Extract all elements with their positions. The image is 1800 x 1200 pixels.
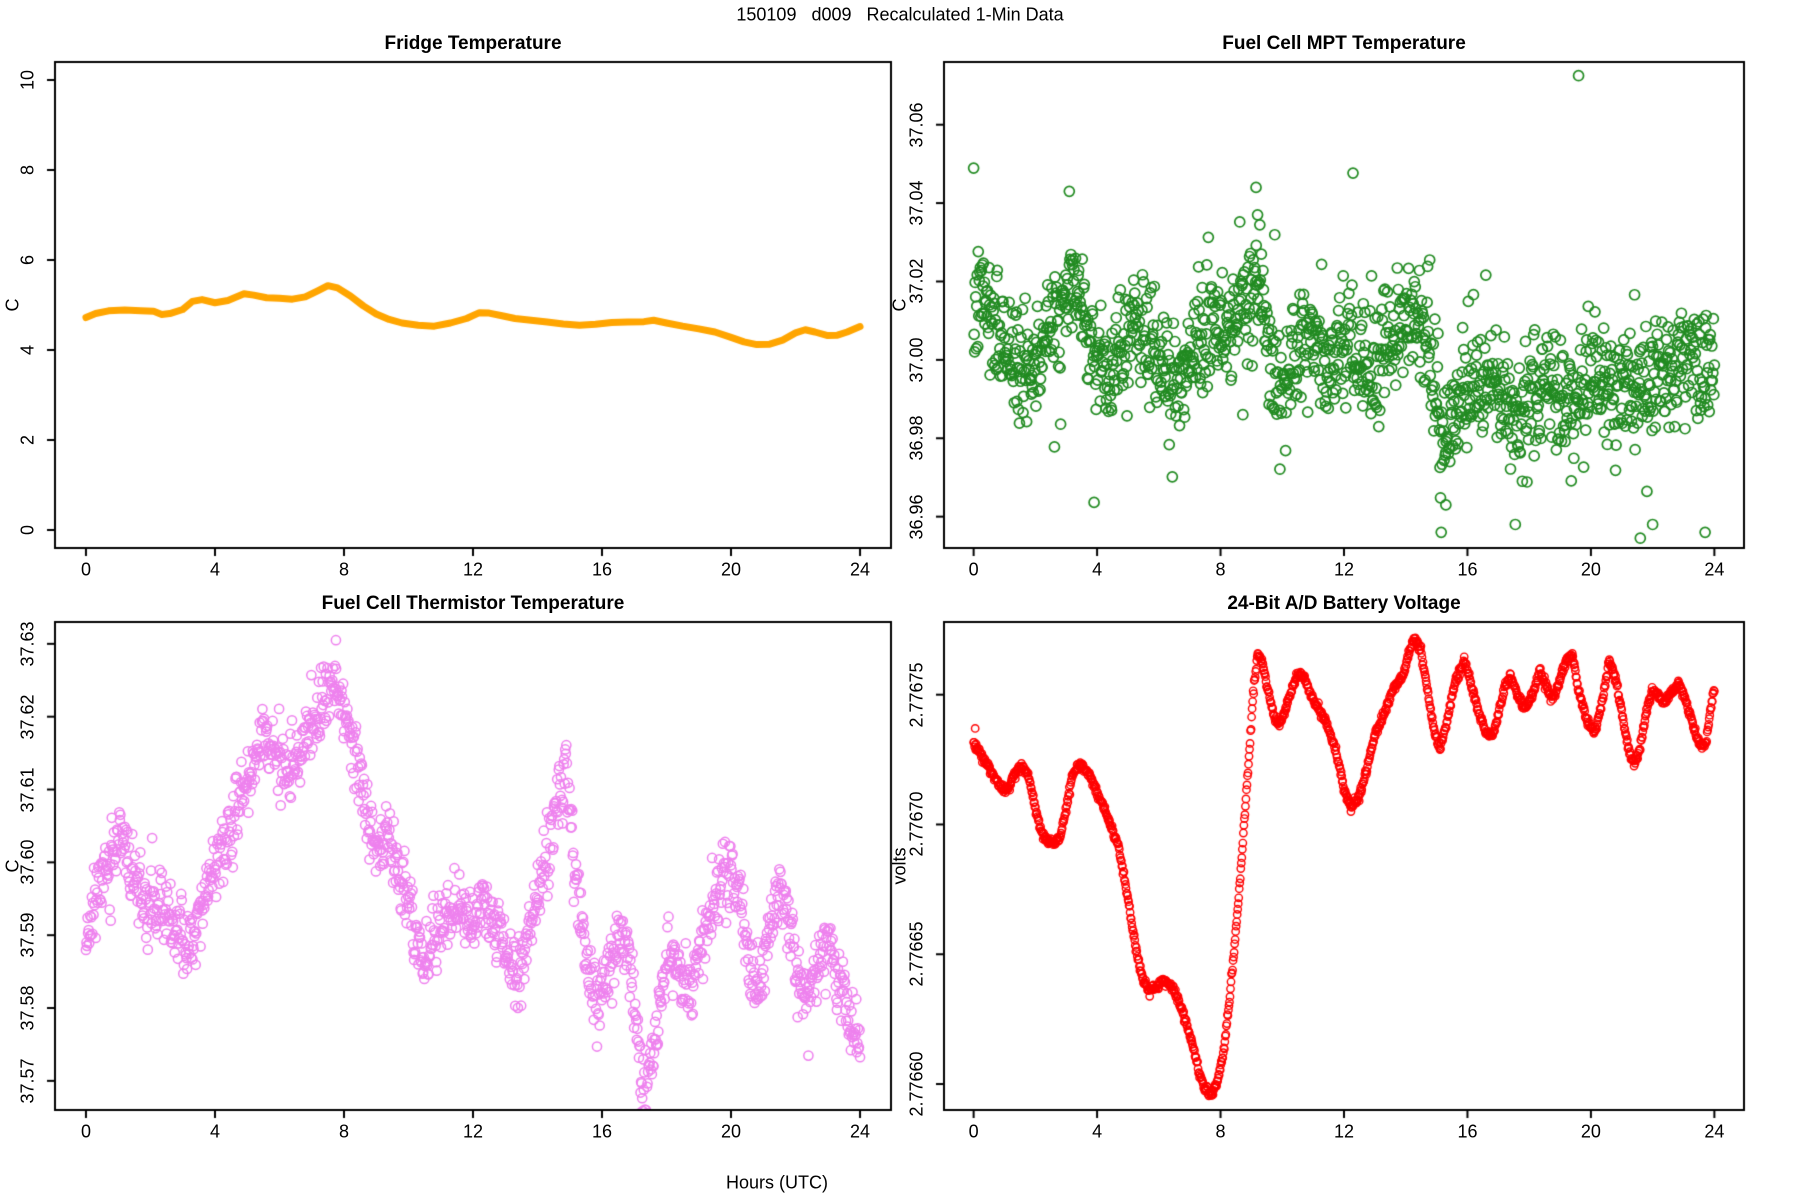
x-tick-label: 4: [1092, 1121, 1103, 1142]
x-tick-label: 24: [1704, 1121, 1725, 1142]
y-tick-label: 37.02: [906, 258, 927, 304]
x-tick-label: 0: [968, 559, 979, 580]
x-tick-label: 12: [462, 559, 484, 580]
x-tick-label: 4: [1092, 559, 1103, 580]
x-axis-label: Hours (UTC): [726, 1172, 828, 1193]
x-tick-label: 20: [721, 1121, 742, 1142]
y-tick-label: 37.63: [17, 621, 38, 667]
x-tick-label: 4: [209, 1121, 220, 1142]
x-tick-label: 16: [1457, 1121, 1478, 1142]
y-tick-label: 36.98: [906, 415, 927, 461]
x-tick-label: 12: [1333, 1121, 1355, 1142]
x-tick-label: 0: [80, 559, 91, 580]
y-tick-label: 37.61: [17, 766, 38, 813]
y-tick-label: 37.58: [17, 985, 38, 1031]
x-tick-label: 16: [591, 559, 613, 580]
y-tick-label: 8: [17, 164, 38, 176]
x-tick-label: 16: [591, 1121, 613, 1142]
y-tick-label: 37.59: [17, 912, 38, 958]
y-tick-label: 2.77670: [906, 791, 927, 857]
x-tick-label: 0: [968, 1121, 979, 1142]
y-tick-label: 37.06: [906, 102, 927, 148]
panel-title-fuel-cell-thermistor-temperature: Fuel Cell Thermistor Temperature: [321, 593, 625, 614]
x-tick-label: 12: [1333, 559, 1355, 580]
x-tick-label: 4: [209, 559, 220, 580]
panel-title-fridge-temperature: Fridge Temperature: [384, 33, 562, 54]
y-tick-label: 2.77660: [906, 1051, 927, 1117]
y-tick-label: 10: [17, 69, 38, 91]
y-tick-label: 4: [17, 344, 38, 356]
y-tick-label: 2.77675: [906, 662, 927, 728]
x-tick-label: 8: [338, 559, 349, 580]
x-tick-label: 20: [1580, 1121, 1601, 1142]
y-tick-label: 36.96: [906, 494, 927, 540]
x-tick-label: 20: [721, 559, 742, 580]
x-tick-label: 8: [338, 1121, 349, 1142]
x-tick-label: 8: [1215, 1121, 1226, 1142]
y-axis-label-fridge: C: [2, 298, 23, 312]
x-tick-label: 16: [1457, 559, 1478, 580]
y-tick-label: 37.60: [17, 839, 38, 885]
y-tick-label: 37.57: [17, 1058, 38, 1104]
panel-title-fuel-cell-mpt-temperature: Fuel Cell MPT Temperature: [1222, 33, 1466, 54]
x-tick-label: 20: [1580, 559, 1601, 580]
figure-title: 150109 d009 Recalculated 1-Min Data: [736, 4, 1064, 25]
y-tick-label: 37.04: [906, 180, 927, 226]
x-tick-label: 8: [1215, 559, 1226, 580]
x-tick-label: 24: [850, 559, 871, 580]
y-tick-label: 0: [17, 524, 38, 536]
y-tick-label: 37.00: [906, 337, 927, 383]
panel-title-battery-voltage: 24-Bit A/D Battery Voltage: [1227, 593, 1461, 614]
x-tick-label: 24: [850, 1121, 871, 1142]
x-tick-label: 12: [462, 1121, 484, 1142]
x-tick-label: 24: [1704, 559, 1725, 580]
y-tick-label: 37.62: [17, 694, 38, 740]
y-tick-label: 6: [17, 254, 38, 266]
y-tick-label: 2.77665: [906, 921, 927, 987]
y-tick-label: 2: [17, 434, 38, 446]
x-tick-label: 0: [80, 1121, 91, 1142]
